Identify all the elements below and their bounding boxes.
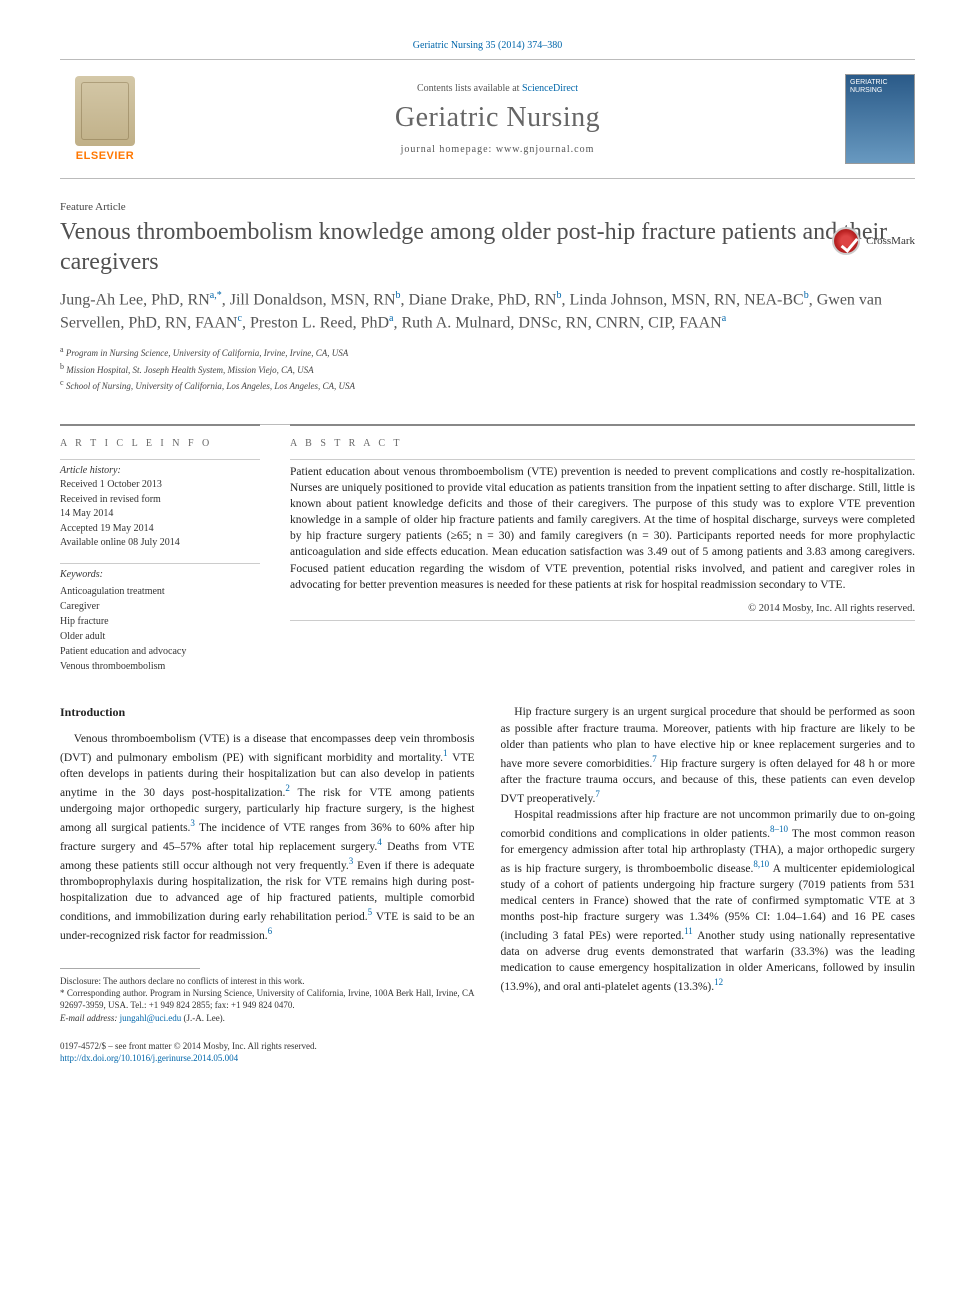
citation-link[interactable]: Geriatric Nursing 35 (2014) 374–380 — [413, 40, 562, 51]
affiliation-b: b Mission Hospital, St. Joseph Health Sy… — [60, 361, 915, 378]
keyword-item: Patient education and advocacy — [60, 644, 260, 659]
abstract-heading: a b s t r a c t — [290, 438, 915, 449]
article-type-label: Feature Article — [60, 201, 915, 213]
contents-prefix: Contents lists available at — [417, 83, 522, 94]
keyword-item: Hip fracture — [60, 614, 260, 629]
page-container: Geriatric Nursing 35 (2014) 374–380 ELSE… — [0, 0, 975, 1094]
revised-date: Received in revised form14 May 2014 — [60, 494, 161, 520]
email-link[interactable]: jungahl@uci.edu — [120, 1013, 182, 1023]
divider — [60, 563, 260, 564]
accepted-date: Accepted 19 May 2014 — [60, 523, 154, 534]
keyword-item: Anticoagulation treatment — [60, 584, 260, 599]
disclosure-note: Disclosure: The authors declare no confl… — [60, 975, 475, 987]
journal-homepage-line: journal homepage: www.gnjournal.com — [150, 144, 845, 155]
divider — [290, 459, 915, 460]
authors-list: Jung-Ah Lee, PhD, RNa,*, Jill Donaldson,… — [60, 289, 915, 334]
elsevier-tree-icon — [75, 76, 135, 146]
keyword-item: Older adult — [60, 629, 260, 644]
affiliation-a: a Program in Nursing Science, University… — [60, 344, 915, 361]
right-column: Hip fracture surgery is an urgent surgic… — [501, 704, 916, 1064]
footnotes-block: Disclosure: The authors declare no confl… — [60, 975, 475, 1024]
keyword-item: Caregiver — [60, 599, 260, 614]
citation-line: Geriatric Nursing 35 (2014) 374–380 — [60, 40, 915, 51]
email-line: E-mail address: jungahl@uci.edu (J.-A. L… — [60, 1012, 475, 1024]
affiliation-c: c School of Nursing, University of Calif… — [60, 377, 915, 394]
keywords-list: Anticoagulation treatmentCaregiverHip fr… — [60, 584, 260, 674]
info-abstract-row: a r t i c l e i n f o Article history: R… — [60, 424, 915, 675]
abstract-text: Patient education about venous thromboem… — [290, 464, 915, 593]
corresponding-note: * Corresponding author. Program in Nursi… — [60, 987, 475, 1011]
divider — [60, 459, 260, 460]
footnote-rule — [60, 968, 200, 969]
divider — [290, 620, 915, 621]
doi-link[interactable]: http://dx.doi.org/10.1016/j.gerinurse.20… — [60, 1053, 238, 1063]
keywords-label: Keywords: — [60, 569, 103, 580]
body-paragraph: Hip fracture surgery is an urgent surgic… — [501, 704, 916, 806]
keyword-item: Venous thromboembolism — [60, 659, 260, 674]
sciencedirect-link[interactable]: ScienceDirect — [522, 83, 578, 94]
homepage-url[interactable]: www.gnjournal.com — [496, 144, 595, 155]
article-info-heading: a r t i c l e i n f o — [60, 438, 260, 449]
body-columns: Introduction Venous thromboembolism (VTE… — [60, 704, 915, 1064]
body-paragraph: Venous thromboembolism (VTE) is a diseas… — [60, 731, 475, 944]
article-info-column: a r t i c l e i n f o Article history: R… — [60, 424, 260, 675]
affiliations-block: a Program in Nursing Science, University… — [60, 344, 915, 394]
keywords-block: Keywords: Anticoagulation treatmentCareg… — [60, 568, 260, 675]
journal-center-block: Contents lists available at ScienceDirec… — [150, 83, 845, 155]
publisher-name: ELSEVIER — [76, 150, 134, 162]
body-paragraph: Hospital readmissions after hip fracture… — [501, 807, 916, 995]
front-matter-line: 0197-4572/$ – see front matter © 2014 Mo… — [60, 1040, 475, 1052]
email-suffix: (J.-A. Lee). — [181, 1013, 225, 1023]
article-title: Venous thromboembolism knowledge among o… — [60, 217, 915, 277]
received-date: Received 1 October 2013 — [60, 479, 162, 490]
abstract-copyright: © 2014 Mosby, Inc. All rights reserved. — [290, 603, 915, 614]
publisher-logo[interactable]: ELSEVIER — [60, 76, 150, 162]
article-history: Article history: Received 1 October 2013… — [60, 464, 260, 551]
introduction-heading: Introduction — [60, 704, 475, 721]
abstract-column: a b s t r a c t Patient education about … — [290, 424, 915, 675]
online-date: Available online 08 July 2014 — [60, 537, 180, 548]
journal-cover-thumb[interactable]: GERIATRIC NURSING — [845, 74, 915, 164]
email-label: E-mail address: — [60, 1013, 120, 1023]
homepage-label: journal homepage: — [401, 144, 496, 155]
journal-name: Geriatric Nursing — [150, 102, 845, 134]
history-label: Article history: — [60, 465, 121, 476]
crossmark-icon — [832, 227, 860, 255]
journal-header: ELSEVIER Contents lists available at Sci… — [60, 59, 915, 179]
bottom-matter: 0197-4572/$ – see front matter © 2014 Mo… — [60, 1040, 475, 1064]
contents-available-line: Contents lists available at ScienceDirec… — [150, 83, 845, 94]
left-column: Introduction Venous thromboembolism (VTE… — [60, 704, 475, 1064]
